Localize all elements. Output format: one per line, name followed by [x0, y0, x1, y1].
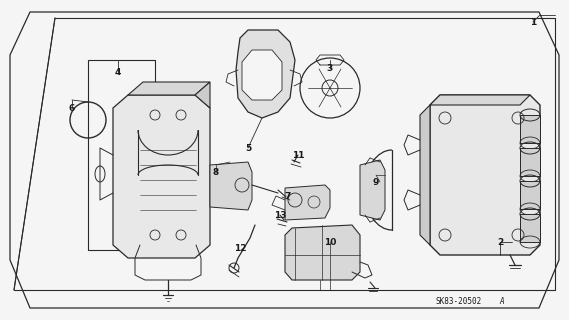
Text: 3: 3: [327, 63, 333, 73]
Polygon shape: [210, 162, 252, 210]
Polygon shape: [520, 115, 540, 143]
Text: SK83-20502: SK83-20502: [436, 298, 483, 307]
Polygon shape: [10, 12, 559, 308]
Polygon shape: [128, 82, 210, 95]
Polygon shape: [430, 95, 540, 255]
Text: 5: 5: [245, 143, 251, 153]
Polygon shape: [113, 95, 210, 258]
Text: A: A: [499, 298, 504, 307]
Text: 9: 9: [373, 178, 379, 187]
Polygon shape: [360, 160, 385, 220]
Text: 7: 7: [285, 191, 291, 201]
Polygon shape: [520, 148, 540, 176]
Text: 11: 11: [292, 150, 304, 159]
Text: 6: 6: [69, 103, 75, 113]
Text: 2: 2: [497, 237, 503, 246]
Polygon shape: [285, 185, 330, 220]
Polygon shape: [195, 82, 210, 108]
Polygon shape: [242, 50, 282, 100]
Polygon shape: [88, 60, 155, 250]
Text: 13: 13: [274, 211, 286, 220]
Polygon shape: [430, 95, 530, 105]
Text: 8: 8: [213, 167, 219, 177]
Text: 10: 10: [324, 237, 336, 246]
Polygon shape: [285, 225, 360, 280]
Polygon shape: [420, 105, 430, 245]
Polygon shape: [236, 30, 295, 118]
Text: 12: 12: [234, 244, 246, 252]
Text: 1: 1: [530, 18, 536, 27]
Text: 4: 4: [115, 68, 121, 76]
Polygon shape: [520, 181, 540, 209]
Polygon shape: [520, 214, 540, 242]
